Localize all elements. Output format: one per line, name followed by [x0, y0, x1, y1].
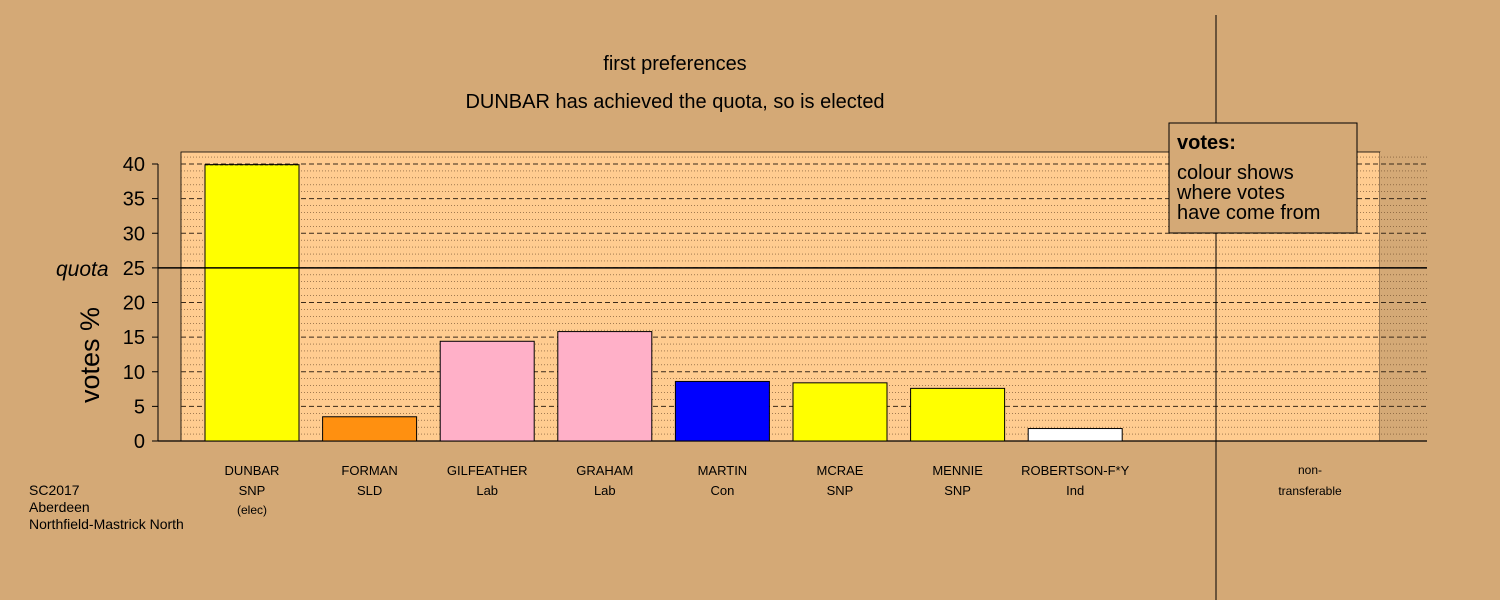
legend-line: where votes — [1176, 182, 1285, 204]
bar-graham — [557, 331, 653, 442]
bars — [204, 164, 1123, 442]
chart-subtitle: DUNBAR has achieved the quota, so is ele… — [465, 91, 884, 113]
candidate-name: GILFEATHER — [447, 463, 528, 478]
candidate-name: GRAHAM — [576, 463, 633, 478]
legend-line: have come from — [1177, 202, 1320, 224]
legend-title: votes: — [1177, 132, 1236, 154]
legend-line: colour shows — [1177, 162, 1294, 184]
nontransferable-label: non- — [1298, 463, 1322, 477]
bar-martin — [674, 380, 770, 442]
bar-robertson-f-y — [1027, 428, 1123, 442]
y-tick-label: 40 — [123, 154, 145, 176]
council-name: Aberdeen — [29, 499, 90, 515]
y-tick-label: 5 — [134, 396, 145, 418]
election-code: SC2017 — [29, 482, 80, 498]
y-axis-label: votes % — [75, 307, 105, 403]
candidate-name: FORMAN — [341, 463, 397, 478]
candidate-party: Ind — [1066, 483, 1084, 498]
candidate-name: MCRAE — [817, 463, 864, 478]
quota-label: quota — [56, 258, 109, 281]
bar-gilfeather — [439, 340, 535, 442]
bar-mennie — [910, 387, 1006, 442]
legend-box — [1168, 122, 1358, 234]
bar-forman — [322, 416, 418, 442]
candidate-status: (elec) — [237, 503, 267, 517]
candidate-party: Lab — [476, 483, 498, 498]
y-tick-label: 35 — [123, 189, 145, 211]
candidate-party: Con — [710, 483, 734, 498]
bar-mcrae — [792, 382, 888, 442]
candidate-name: ROBERTSON-F*Y — [1021, 463, 1129, 478]
chart-title: first preferences — [603, 53, 746, 75]
candidate-name: MARTIN — [698, 463, 748, 478]
y-tick-label: 10 — [123, 362, 145, 384]
y-tick-label: 30 — [123, 223, 145, 245]
candidate-name: DUNBAR — [225, 463, 280, 478]
y-tick-label: 15 — [123, 327, 145, 349]
bar-dunbar — [204, 164, 300, 442]
candidate-party: SNP — [239, 483, 266, 498]
margin-shade — [1380, 152, 1427, 441]
candidate-labels: DUNBAR SNP (elec) FORMAN SLD GILFEATHER Lab GRA… — [225, 463, 1130, 517]
candidate-name: MENNIE — [932, 463, 983, 478]
ward-name: Northfield-Mastrick North — [29, 516, 184, 532]
candidate-party: SLD — [357, 483, 382, 498]
election-info: SC2017 Aberdeen Northfield-Mastrick Nort… — [29, 482, 184, 533]
y-tick-label: 0 — [134, 431, 145, 453]
y-tick-label: 25 — [123, 258, 145, 280]
candidate-party: Lab — [594, 483, 616, 498]
nontransferable-label: transferable — [1278, 484, 1342, 498]
candidate-party: SNP — [944, 483, 971, 498]
legend: votes: colour shows where votes have com… — [1168, 122, 1358, 234]
y-tick-label: 20 — [123, 293, 145, 315]
candidate-party: SNP — [827, 483, 854, 498]
